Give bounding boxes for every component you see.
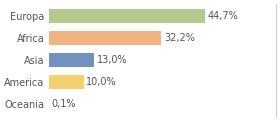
Text: 32,2%: 32,2%	[164, 33, 195, 43]
Bar	[49, 75, 83, 89]
Bar	[49, 9, 205, 23]
Text: 44,7%: 44,7%	[208, 11, 238, 21]
Text: 10,0%: 10,0%	[86, 77, 117, 87]
Text: 13,0%: 13,0%	[97, 55, 127, 65]
Bar	[49, 53, 94, 67]
Text: 0,1%: 0,1%	[52, 99, 76, 109]
Bar	[49, 31, 161, 45]
